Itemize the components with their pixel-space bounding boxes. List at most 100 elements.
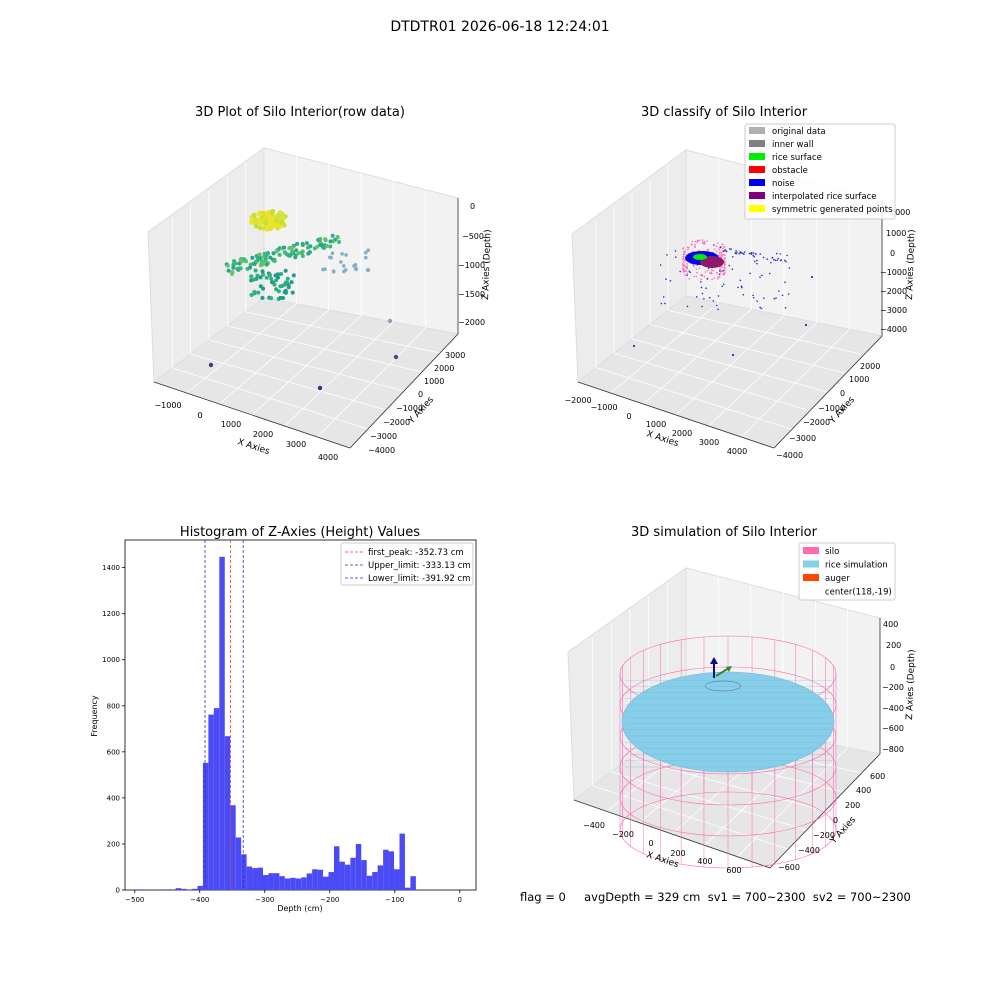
data-point <box>698 239 701 242</box>
data-point <box>340 252 344 256</box>
x-tick-label: −200 <box>320 896 339 904</box>
data-point <box>692 265 695 267</box>
data-point <box>279 272 284 277</box>
legend-label: auger <box>825 574 850 584</box>
data-point <box>695 268 698 270</box>
data-point <box>335 235 340 240</box>
panel4-z-tick: −400 <box>882 704 904 713</box>
data-point <box>252 277 257 282</box>
data-point <box>691 240 694 243</box>
data-point <box>694 240 697 243</box>
legend-swatch <box>749 179 765 186</box>
data-point <box>296 251 301 256</box>
histogram-bar <box>273 873 280 890</box>
data-point <box>684 266 687 268</box>
panel3-bars <box>137 556 416 890</box>
data-point <box>712 269 714 272</box>
grid-line <box>245 311 441 354</box>
data-point <box>763 297 765 299</box>
data-point <box>784 281 786 284</box>
data-point <box>304 241 309 246</box>
histogram-bar <box>295 878 302 890</box>
data-point <box>255 257 260 262</box>
panel1-x-tick: 1000 <box>221 420 241 429</box>
data-point <box>249 278 254 283</box>
histogram-bar <box>202 762 209 890</box>
histogram-bar <box>410 876 416 890</box>
panel4-legend-box <box>798 542 896 601</box>
histogram-bar <box>197 885 203 890</box>
panel4-zlabel: Z Axies (Depth) <box>905 649 917 720</box>
data-point <box>330 233 335 238</box>
data-point <box>278 284 283 289</box>
panel2-points <box>632 239 814 357</box>
panel2-z-tick: −2000 <box>880 287 907 296</box>
panel4-x-tick: 600 <box>726 866 741 875</box>
data-point <box>723 266 726 269</box>
data-point <box>659 264 662 266</box>
data-point <box>682 262 684 265</box>
data-point <box>715 245 718 247</box>
data-point <box>290 249 295 254</box>
data-point <box>308 244 313 249</box>
data-point <box>253 223 259 229</box>
y-tick-label: 1200 <box>102 610 120 618</box>
data-point <box>260 269 265 274</box>
data-point <box>744 251 746 253</box>
panel2-x-tick: 2000 <box>672 429 692 438</box>
data-point <box>718 248 721 251</box>
panel1-x-tick: 0 <box>197 411 202 420</box>
data-point <box>269 280 274 285</box>
data-point <box>260 295 265 300</box>
data-point <box>711 278 713 281</box>
data-point <box>300 241 305 246</box>
data-point <box>344 253 348 257</box>
data-point <box>293 253 298 258</box>
data-point <box>775 297 777 299</box>
panel2-y-tick: −2000 <box>803 418 830 427</box>
data-point <box>718 275 721 278</box>
panel2-y-axis <box>773 335 883 449</box>
data-point <box>295 241 300 246</box>
histogram-bar <box>268 873 274 890</box>
histogram-bar <box>383 849 389 890</box>
histogram-bar <box>366 875 373 890</box>
data-point <box>720 270 723 273</box>
data-point <box>786 254 788 257</box>
data-point <box>353 266 359 272</box>
legend-label: Upper_limit: -333.13 cm <box>368 561 471 571</box>
data-point <box>366 248 371 252</box>
panel2-y-tick: −4000 <box>776 451 803 460</box>
x-tick-label: −300 <box>255 896 274 904</box>
histogram-bar <box>317 869 324 890</box>
histogram-bar <box>377 865 384 890</box>
data-point <box>776 259 779 261</box>
y-tick-label: 800 <box>107 702 120 710</box>
data-point <box>718 270 721 272</box>
rice-dip <box>704 680 742 692</box>
data-point <box>731 353 735 357</box>
data-point <box>632 344 636 348</box>
data-point <box>682 247 684 250</box>
data-point <box>252 291 257 296</box>
panel3-ylabel: Frequency <box>90 695 99 737</box>
histogram-bar <box>257 867 263 890</box>
data-point <box>707 248 709 251</box>
data-point <box>684 259 686 262</box>
panel4-z-tick: −200 <box>882 683 904 692</box>
data-point <box>778 290 780 292</box>
panel4-x-axis <box>573 799 771 869</box>
data-point <box>660 302 663 305</box>
panel-histogram: Histogram of Z-Axies (Height) Values −50… <box>90 525 477 913</box>
data-point <box>686 274 688 277</box>
panel3-vlines <box>204 540 244 890</box>
footer-status: flag = 0 avgDepth = 329 cm sv1 = 700~230… <box>520 890 911 904</box>
data-point <box>289 280 294 285</box>
data-point <box>715 304 718 307</box>
data-point <box>682 255 685 258</box>
data-point <box>742 252 744 255</box>
data-point <box>324 243 329 248</box>
data-point <box>718 273 721 276</box>
data-point <box>249 292 254 297</box>
data-point <box>315 244 320 249</box>
